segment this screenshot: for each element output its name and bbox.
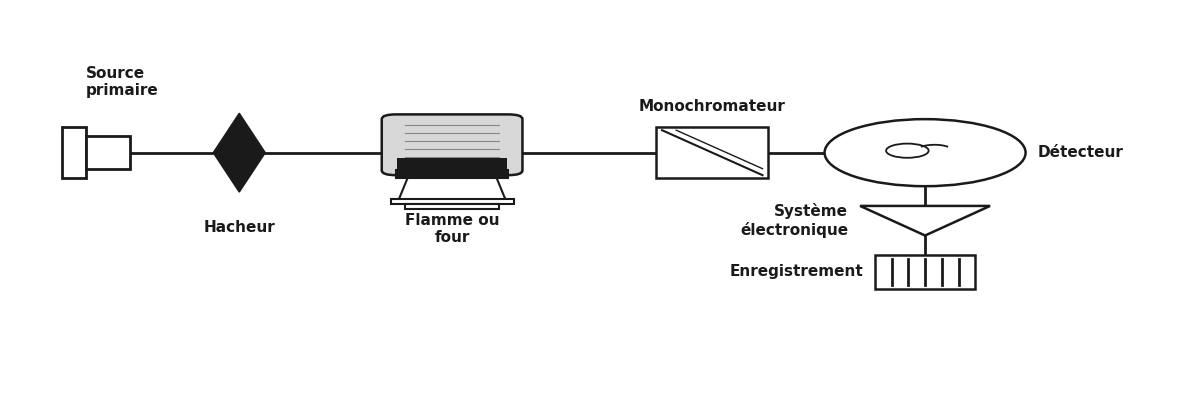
Text: Monochromateur: Monochromateur <box>639 100 785 114</box>
Text: Détecteur: Détecteur <box>1037 145 1124 160</box>
Circle shape <box>824 119 1025 186</box>
FancyBboxPatch shape <box>381 114 523 175</box>
FancyBboxPatch shape <box>656 127 769 178</box>
Text: Enregistrement: Enregistrement <box>729 264 862 280</box>
Text: Hacheur: Hacheur <box>203 220 276 235</box>
FancyBboxPatch shape <box>86 136 131 169</box>
FancyBboxPatch shape <box>874 255 975 289</box>
Polygon shape <box>214 153 265 192</box>
FancyBboxPatch shape <box>391 199 513 204</box>
Polygon shape <box>214 113 265 153</box>
Polygon shape <box>399 178 505 199</box>
Circle shape <box>886 144 929 158</box>
FancyBboxPatch shape <box>396 170 508 178</box>
FancyBboxPatch shape <box>62 127 86 178</box>
Text: Source
primaire: Source primaire <box>86 66 158 98</box>
Text: Flamme ou
four: Flamme ou four <box>405 213 499 246</box>
Text: Système
électronique: Système électronique <box>740 204 848 238</box>
FancyBboxPatch shape <box>397 158 507 170</box>
FancyBboxPatch shape <box>405 204 499 209</box>
Polygon shape <box>860 206 990 236</box>
